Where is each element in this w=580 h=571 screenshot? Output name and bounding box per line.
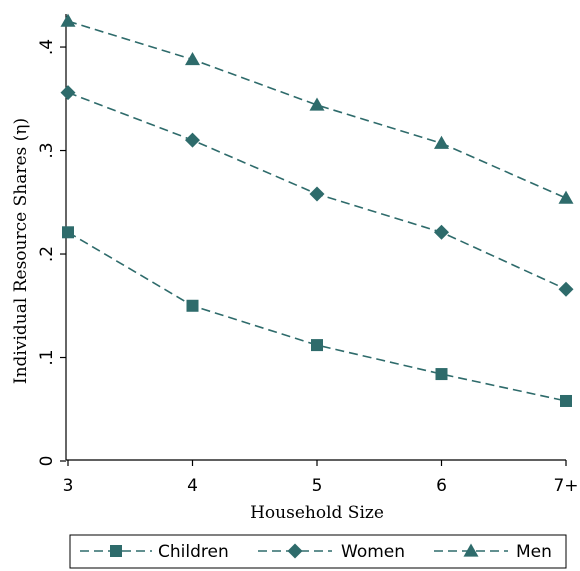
- series-layer: [60, 13, 574, 407]
- y-tick-label: .4: [37, 39, 57, 55]
- series-line-men: [67, 20, 567, 199]
- legend: Children Women Men: [69, 534, 567, 569]
- axes: 0 .1 .2 .3 .4 3 4 5 6 7+: [37, 14, 579, 496]
- point-men: [309, 97, 325, 111]
- legend-item-children: Children: [80, 542, 229, 562]
- x-tick-label: 4: [187, 476, 198, 496]
- legend-item-men: Men: [434, 542, 552, 562]
- point-women: [558, 281, 574, 297]
- series-men: [60, 13, 574, 204]
- point-children: [62, 226, 74, 239]
- point-men: [434, 135, 449, 149]
- series-women: [60, 85, 574, 297]
- point-men: [558, 190, 574, 204]
- x-tick-label: 6: [436, 476, 447, 496]
- legend-label-children: Children: [158, 542, 229, 562]
- legend-item-women: Women: [258, 542, 405, 562]
- y-tick-label: .3: [37, 142, 57, 158]
- point-children: [560, 394, 572, 407]
- point-children: [186, 299, 199, 312]
- y-tick-label: 0: [37, 456, 57, 467]
- point-children: [311, 339, 323, 352]
- x-tick-label: 7+: [553, 476, 578, 496]
- legend-marker-men: [463, 543, 479, 557]
- legend-label-women: Women: [341, 542, 405, 562]
- point-women: [60, 85, 76, 101]
- x-axis-title: Household Size: [250, 503, 384, 523]
- legend-marker-children: [110, 545, 122, 557]
- y-tick-label: .1: [37, 349, 57, 365]
- series-line-children: [67, 231, 567, 402]
- point-women: [309, 186, 325, 202]
- legend-marker-women: [287, 543, 303, 559]
- y-tick-label: .2: [37, 246, 57, 262]
- point-children: [435, 368, 448, 381]
- x-tick-label: 5: [312, 476, 323, 496]
- point-women: [185, 132, 200, 148]
- x-tick-label: 3: [63, 476, 74, 496]
- point-men: [185, 51, 200, 66]
- point-men: [60, 13, 76, 27]
- series-children: [62, 226, 572, 407]
- point-women: [434, 224, 449, 240]
- legend-label-men: Men: [516, 542, 552, 562]
- y-axis-title: Individual Resource Shares (η): [11, 118, 31, 384]
